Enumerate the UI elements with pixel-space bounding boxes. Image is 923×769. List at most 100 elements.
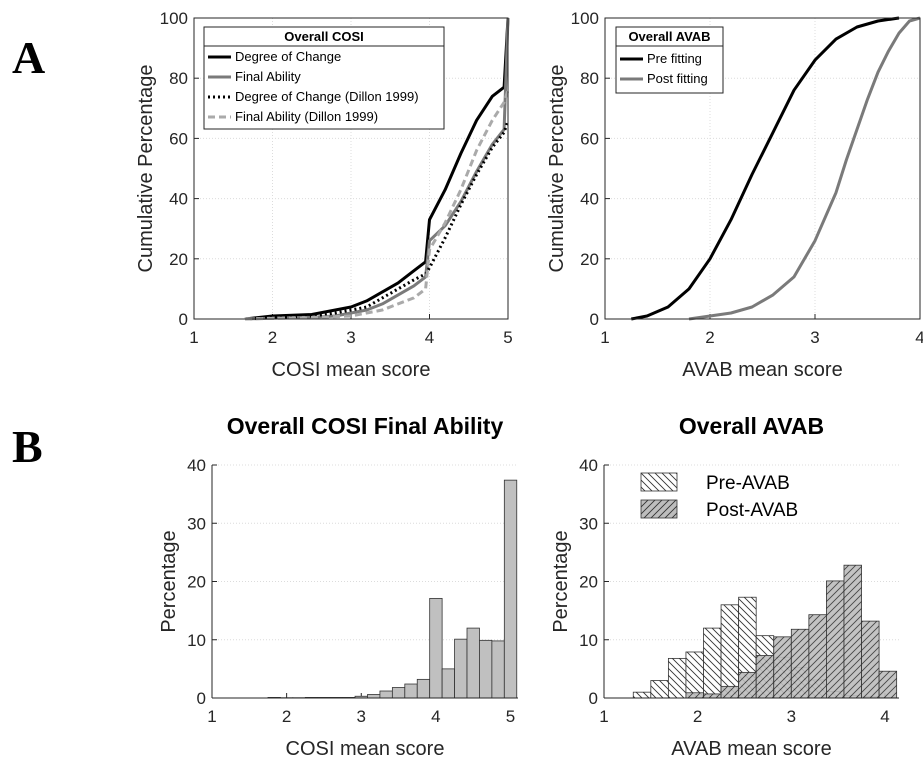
- legend-entry: Final Ability (Dillon 1999): [235, 109, 378, 124]
- tick-label-x: 2: [268, 328, 277, 347]
- bar-pre-avab: [685, 651, 704, 699]
- tick-label-y: 80: [169, 69, 188, 88]
- bar-post-avab: [685, 692, 704, 699]
- tick-label-x: 3: [346, 328, 355, 347]
- bar-post-avab: [720, 685, 740, 699]
- tick-label-x: 3: [810, 328, 819, 347]
- series-line-degree-of-change-dillon-1999-: [244, 119, 510, 321]
- bar: [379, 690, 393, 699]
- legend-entry: Post-AVAB: [706, 500, 798, 521]
- bar-pre-avab: [720, 604, 740, 699]
- tick-label-y: 100: [160, 9, 188, 28]
- legend-box: [615, 26, 724, 94]
- bar: [416, 678, 431, 699]
- tick-label-x: 4: [425, 328, 434, 347]
- panel-label-b: B: [12, 421, 43, 472]
- bar: [367, 694, 381, 699]
- tick-label-x: 1: [207, 707, 216, 726]
- legend-entry: Degree of Change: [235, 49, 341, 64]
- tick-label-y: 0: [179, 310, 188, 329]
- tick-label-x: 3: [357, 707, 366, 726]
- y-axis-label: Cumulative Percentage: [546, 65, 568, 273]
- legend: Pre-AVAB Post-AVAB: [640, 472, 798, 521]
- x-axis-label: AVAB mean score: [671, 738, 831, 760]
- bar: [454, 638, 468, 699]
- legend: Overall AVAB Pre fitting Post fitting: [615, 26, 724, 94]
- tick-label-y: 40: [579, 456, 598, 475]
- axes-frame: [193, 17, 509, 320]
- bar: [429, 597, 443, 699]
- tick-label-y: 40: [187, 456, 206, 475]
- tick-label-y: 10: [579, 631, 598, 650]
- bar: [491, 640, 505, 699]
- bar-post-avab: [703, 693, 722, 699]
- tick-label-y: 30: [187, 514, 206, 533]
- bar-pre-avab: [667, 657, 687, 699]
- bar: [466, 627, 480, 699]
- bar-post-avab: [843, 564, 862, 699]
- tick-label-y: 20: [169, 250, 188, 269]
- bar-post-avab: [790, 628, 810, 699]
- bar-post-avab: [808, 614, 827, 699]
- bar-post-avab: [738, 671, 757, 699]
- series-line-post-fitting: [688, 16, 921, 321]
- tick-label-x: 1: [599, 707, 608, 726]
- bar: [503, 479, 518, 699]
- bar: [404, 683, 418, 699]
- cosi_hist-chart: 0 10 20 30 40 1 2 3 4 5 COSI mean score Percentage O…: [158, 413, 518, 760]
- tick-label-x: 5: [506, 707, 515, 726]
- tick-label-x: 2: [705, 328, 714, 347]
- x-axis-label: AVAB mean score: [682, 359, 842, 381]
- chart-title: Overall AVAB: [679, 413, 824, 439]
- y-axis-label: Cumulative Percentage: [135, 65, 157, 273]
- legend-swatch: [640, 472, 678, 492]
- tick-label-y: 40: [580, 190, 599, 209]
- tick-label-y: 0: [197, 689, 206, 708]
- cosi_cdf-chart: 0 20 40 60 80 100 1 2 3 4 5 COSI mean score Cumulati…: [135, 9, 513, 381]
- tick-label-y: 10: [187, 631, 206, 650]
- tick-label-y: 40: [169, 190, 188, 209]
- legend-entry: Degree of Change (Dillon 1999): [235, 89, 419, 104]
- bar-post-avab: [755, 655, 775, 699]
- legend-title: Overall AVAB: [628, 29, 710, 44]
- tick-label-x: 2: [693, 707, 702, 726]
- tick-label-x: 3: [787, 707, 796, 726]
- series-line-final-ability-dillon-1999-: [244, 89, 510, 321]
- x-axis-label: COSI mean score: [286, 738, 445, 760]
- x-axis-label: COSI mean score: [272, 359, 431, 381]
- bar: [391, 687, 406, 699]
- bar-pre-avab: [650, 680, 669, 699]
- tick-label-x: 2: [282, 707, 291, 726]
- tick-label-y: 30: [579, 514, 598, 533]
- legend-entry: Post fitting: [647, 71, 708, 86]
- bar: [441, 668, 455, 699]
- tick-label-y: 100: [571, 9, 599, 28]
- chart-title: Overall COSI Final Ability: [227, 413, 504, 439]
- panel-label-a: A: [12, 32, 45, 83]
- tick-label-x: 4: [915, 328, 923, 347]
- series-line-pre-fitting: [631, 16, 900, 321]
- legend-entry: Pre fitting: [647, 51, 702, 66]
- tick-label-y: 0: [589, 689, 598, 708]
- legend-entry: Final Ability: [235, 69, 301, 84]
- tick-label-y: 20: [579, 573, 598, 592]
- tick-label-y: 80: [580, 69, 599, 88]
- bar-pre-avab: [632, 691, 652, 699]
- y-axis-label: Percentage: [550, 530, 572, 632]
- y-axis-label: Percentage: [158, 530, 180, 632]
- bar: [479, 639, 493, 699]
- tick-label-x: 5: [503, 328, 512, 347]
- bar-post-avab: [878, 670, 898, 699]
- tick-label-x: 1: [189, 328, 198, 347]
- tick-label-y: 20: [187, 573, 206, 592]
- avab_hist-chart: 0 10 20 30 40 1 2 3 4 AVAB mean score Percentage Ov…: [550, 413, 899, 760]
- legend: Overall COSI Degree of Change Final Abilit…: [203, 26, 445, 130]
- tick-label-y: 20: [580, 250, 599, 269]
- legend-title: Overall COSI: [284, 29, 363, 44]
- legend-swatch: [640, 499, 678, 519]
- tick-label-y: 60: [169, 129, 188, 148]
- tick-label-y: 0: [590, 310, 599, 329]
- bar-post-avab: [826, 580, 845, 699]
- legend-box: [203, 26, 445, 130]
